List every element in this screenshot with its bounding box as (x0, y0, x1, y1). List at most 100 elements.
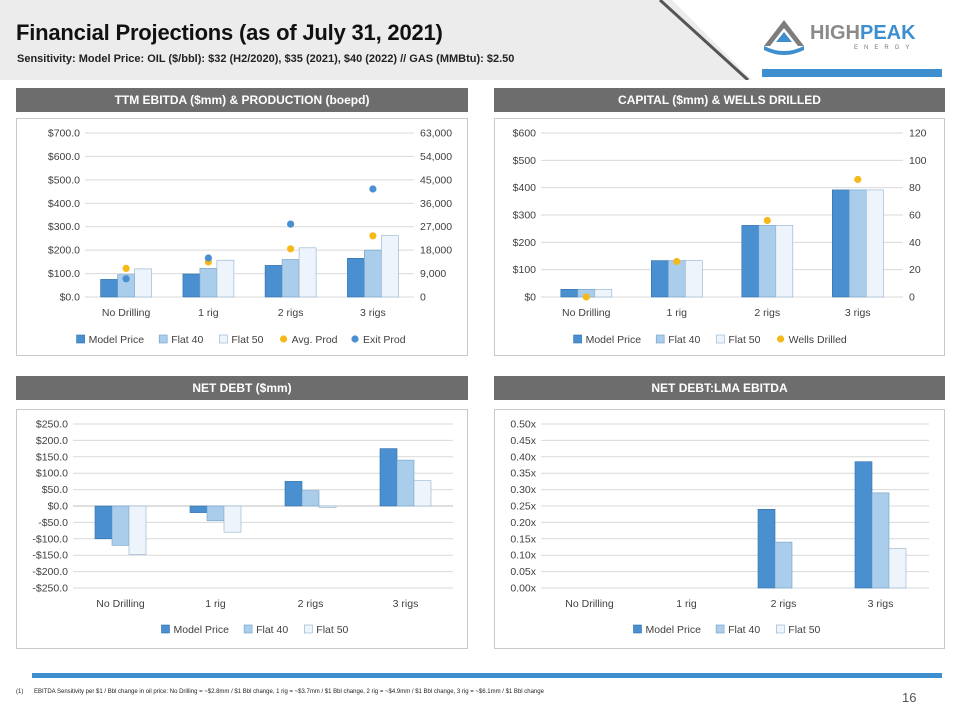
bar-flat-50 (775, 225, 794, 298)
bar-flat-40 (871, 492, 890, 589)
y2-tick-label: 45,000 (420, 174, 452, 186)
legend-label: Flat 50 (728, 334, 760, 346)
y2-tick-label: 0 (420, 292, 426, 304)
bar-flat-50 (298, 247, 317, 298)
y-tick-label: $0.0 (60, 292, 81, 304)
point-avg-prod (122, 264, 130, 272)
x-tick-label: 1 rig (676, 598, 697, 610)
y-tick-label: $200.0 (36, 435, 68, 447)
x-tick-label: 1 rig (205, 598, 226, 610)
point-exit-prod (122, 275, 130, 283)
y-tick-label: $200.0 (48, 245, 80, 257)
capital-chart-panel: $0 0 $100 20 $200 40 $300 60 $400 80 $500 100 $600 12… (494, 118, 945, 356)
legend-label: Flat 40 (668, 334, 700, 346)
legend-label: Flat 40 (728, 624, 760, 636)
footer-accent-line (32, 673, 942, 678)
y-tick-label: 0.00x (510, 583, 536, 595)
legend-swatch-flat-40 (243, 624, 253, 634)
bar-model-price (651, 260, 669, 298)
y-tick-label: $50.0 (42, 484, 68, 496)
legend-label: Model Price (586, 334, 642, 346)
x-tick-label: 2 rigs (278, 307, 304, 319)
y-tick-label: $200 (513, 237, 537, 249)
capital-wells-chart: $0 0 $100 20 $200 40 $300 60 $400 80 $500 100 $600 12… (513, 128, 927, 347)
y-tick-label: $100.0 (48, 268, 80, 280)
bar-model-price (831, 189, 850, 298)
point-avg-prod (369, 232, 377, 240)
bar-flat-40 (111, 505, 130, 546)
y2-tick-label: 27,000 (420, 221, 452, 233)
legend-swatch-flat-40 (715, 624, 725, 634)
y-tick-label: 0.45x (510, 435, 536, 447)
bar-flat-40 (206, 505, 225, 522)
y-tick-label: -$150.0 (32, 550, 68, 562)
legend-label: Exit Prod (363, 334, 406, 346)
y-tick-label: -$250.0 (32, 583, 68, 595)
page-subtitle: Sensitivity: Model Price: OIL ($/bbl): $… (17, 53, 515, 65)
legend-swatch-flat-40 (655, 334, 665, 344)
legend-label: Flat 40 (171, 334, 203, 346)
legend-marker-wells-drilled (777, 335, 785, 343)
legend-label: Flat 50 (231, 334, 263, 346)
bar-flat-50 (128, 505, 147, 555)
mountain-icon (764, 20, 804, 55)
page-number: 16 (902, 690, 917, 705)
x-tick-label: No Drilling (102, 307, 151, 319)
point-exit-prod (287, 220, 295, 228)
x-tick-label: 3 rigs (868, 598, 894, 610)
ebitda-panel-heading: TTM EBITDA ($mm) & PRODUCTION (boepd) (16, 88, 468, 112)
x-tick-label: No Drilling (96, 598, 145, 610)
footnote: (1) EBITDA Sensitivity per $1 / Bbl chang… (16, 689, 544, 695)
logo-subtext: ENERGY (854, 45, 916, 51)
y2-tick-label: 120 (909, 128, 927, 140)
page-title: Financial Projections (as of July 31, 20… (16, 20, 443, 45)
x-tick-label: 1 rig (667, 307, 688, 319)
x-tick-label: 3 rigs (393, 598, 419, 610)
bar-flat-50 (216, 259, 235, 298)
legend-label: Flat 50 (316, 624, 348, 636)
y-tick-label: $300.0 (48, 221, 80, 233)
ebitda-production-chart: $0.0 0 $100.0 9,000 $200.0 18,000 $300.0 27,000… (48, 128, 452, 347)
y-tick-label: 0.50x (510, 419, 536, 431)
bar-flat-40 (301, 490, 320, 507)
header-accent-bar (762, 69, 942, 77)
y-tick-label: 0.30x (510, 484, 536, 496)
y2-tick-label: 60 (909, 210, 921, 222)
y-tick-label: 0.40x (510, 451, 536, 463)
y-tick-label: 0.10x (510, 550, 536, 562)
y-tick-label: $0 (524, 292, 536, 304)
footnote-text: EBITDA Sensitivity per $1 / Bbl change i… (34, 689, 544, 695)
y-tick-label: $100.0 (36, 468, 68, 480)
bar-model-price (284, 481, 303, 507)
y2-tick-label: 18,000 (420, 245, 452, 257)
legend-label: Flat 50 (788, 624, 820, 636)
y2-tick-label: 54,000 (420, 151, 452, 163)
point-exit-prod (369, 185, 377, 193)
logo-wordmark: HIGHPEAK (810, 22, 916, 44)
point-wells-drilled (854, 175, 862, 184)
x-tick-label: 2 rigs (754, 307, 780, 319)
bar-model-price (189, 505, 208, 513)
bar-flat-50 (134, 268, 152, 298)
y-tick-label: $500 (513, 155, 537, 167)
x-tick-label: No Drilling (565, 598, 614, 610)
y2-tick-label: 40 (909, 237, 921, 249)
y-tick-label: $600 (513, 128, 537, 140)
y-tick-label: $500.0 (48, 174, 80, 186)
point-wells-drilled (763, 216, 771, 225)
legend-swatch-flat-40 (158, 334, 168, 344)
legend-swatch-model-price (76, 334, 85, 344)
header-decoration (658, 0, 960, 80)
point-exit-prod (204, 254, 212, 262)
netdebt-panel-heading: NET DEBT ($mm) (16, 376, 468, 400)
ratio-chart-panel: 0.00x 0.05x 0.10x 0.15x 0.20x 0.25x 0.30x 0.35x… (494, 409, 945, 649)
x-tick-label: 3 rigs (360, 307, 386, 319)
bar-flat-40 (281, 259, 300, 298)
legend-marker-avg-prod (280, 335, 288, 343)
x-tick-label: 1 rig (198, 307, 219, 319)
bar-model-price (264, 265, 283, 298)
bar-flat-50 (888, 548, 907, 589)
legend-label: Avg. Prod (292, 334, 338, 346)
y-tick-label: $150.0 (36, 451, 68, 463)
point-wells-drilled (582, 293, 590, 301)
